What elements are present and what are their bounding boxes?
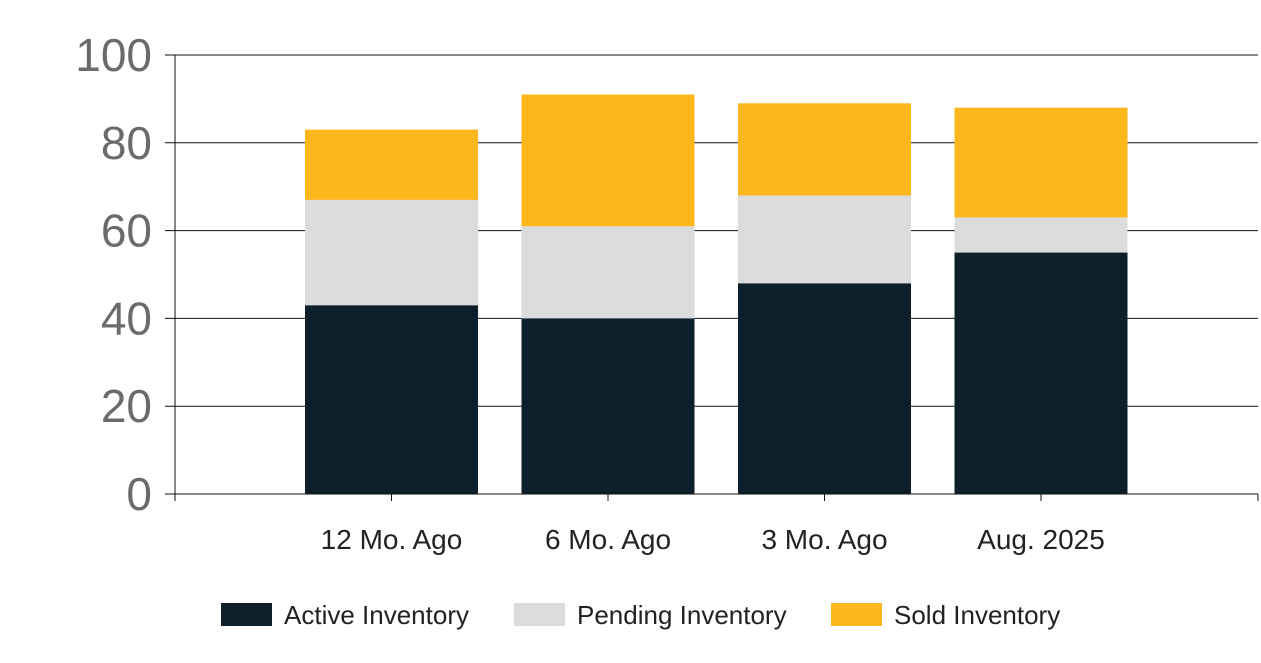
bars: [305, 94, 1128, 494]
legend-swatch: [514, 603, 565, 626]
legend-label: Pending Inventory: [577, 600, 787, 630]
legend-item: Pending Inventory: [514, 600, 787, 630]
x-tick-label: Aug. 2025: [977, 524, 1105, 555]
legend-swatch: [831, 603, 882, 626]
legend-label: Active Inventory: [284, 600, 469, 630]
bar-active-inventory: [954, 252, 1128, 494]
bar-sold-inventory: [738, 103, 911, 196]
bar-active-inventory: [738, 283, 911, 494]
legend-label: Sold Inventory: [894, 600, 1060, 630]
bar-pending-inventory: [954, 217, 1128, 253]
x-tick-label: 3 Mo. Ago: [761, 524, 887, 555]
y-tick-label: 20: [101, 380, 152, 432]
y-tick-label: 100: [75, 29, 152, 81]
x-axis-tick-labels: 12 Mo. Ago 6 Mo. Ago 3 Mo. Ago Aug. 2025: [321, 524, 1105, 555]
axes: [165, 55, 1259, 501]
legend-item: Sold Inventory: [831, 600, 1060, 630]
legend-swatch: [221, 603, 272, 626]
bar-active-inventory: [521, 318, 695, 494]
x-tick-label: 6 Mo. Ago: [545, 524, 671, 555]
y-tick-label: 0: [126, 468, 152, 520]
bar-sold-inventory: [954, 107, 1128, 218]
bar-sold-inventory: [521, 94, 695, 227]
bar-sold-inventory: [305, 129, 478, 200]
y-tick-label: 40: [101, 292, 152, 344]
bar-pending-inventory: [305, 199, 478, 306]
y-tick-label: 60: [101, 205, 152, 257]
legend-item: Active Inventory: [221, 600, 469, 630]
bar-pending-inventory: [521, 226, 695, 319]
bar-active-inventory: [305, 305, 478, 494]
legend: Active Inventory Pending Inventory Sold In…: [221, 600, 1060, 630]
bar-pending-inventory: [738, 195, 911, 284]
y-tick-label: 80: [101, 117, 152, 169]
x-tick-label: 12 Mo. Ago: [321, 524, 463, 555]
y-axis-tick-labels: 0 20 40 60 80 100: [75, 29, 152, 520]
